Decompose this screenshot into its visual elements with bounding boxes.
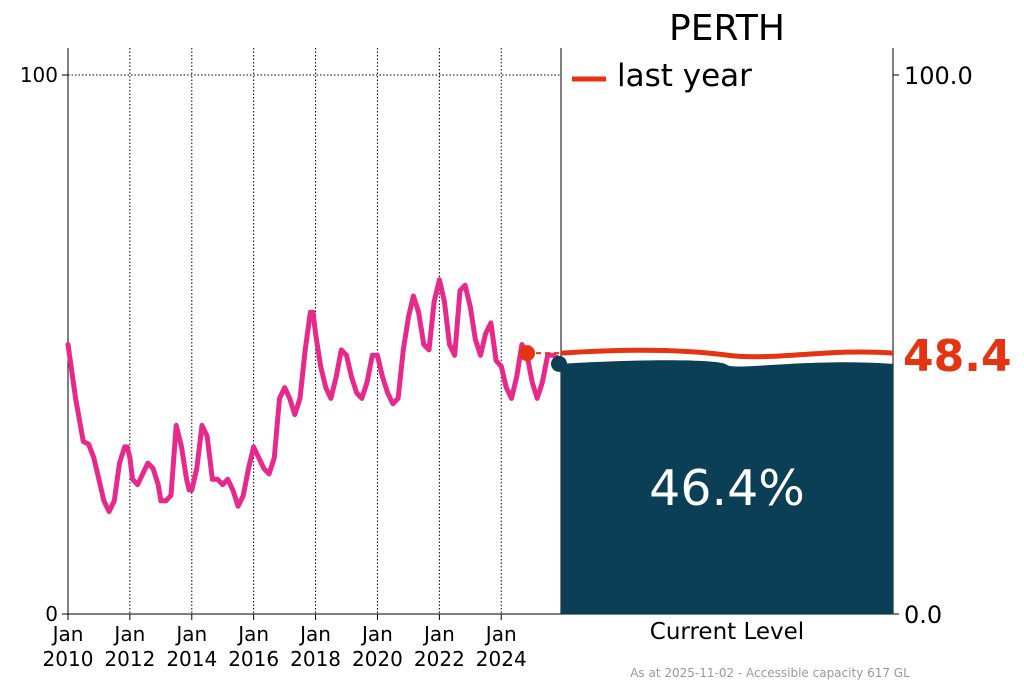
x-tick-label-year: 2012 <box>104 647 155 671</box>
current-level-panel <box>551 76 894 614</box>
current-value-label: 46.4% <box>649 460 805 517</box>
last-year-marker <box>519 345 536 362</box>
x-tick-label-year: 2018 <box>290 647 341 671</box>
x-tick-label-month: Jan <box>422 622 455 646</box>
last-year-value-label: 48.4 <box>903 331 1012 382</box>
x-tick-label-year: 2016 <box>228 647 279 671</box>
labels: PERTH last year Current Level 46.4% 48.4… <box>20 8 1012 680</box>
last-year-line <box>560 347 894 360</box>
x-tick-label-year: 2020 <box>352 647 403 671</box>
y-tick-label-left: 100 <box>20 63 58 87</box>
y-tick-label-right: 0.0 <box>904 601 942 629</box>
chart-title: PERTH <box>669 8 785 49</box>
current-level-fill <box>561 360 893 614</box>
x-tick-label-month: Jan <box>236 622 269 646</box>
footer-note: As at 2025-11-02 - Accessible capacity 6… <box>630 666 910 680</box>
x-tick-label-month: Jan <box>360 622 393 646</box>
legend-label: last year <box>617 58 752 94</box>
series <box>65 277 561 515</box>
x-tick-label-month: Jan <box>484 622 517 646</box>
x-tick-label-month: Jan <box>51 622 84 646</box>
x-tick-label-month: Jan <box>112 622 145 646</box>
y-tick-label-right: 100.0 <box>904 62 973 90</box>
x-tick-label-year: 2014 <box>166 647 217 671</box>
storage-series-line <box>65 277 561 515</box>
current-level-label: Current Level <box>650 619 804 645</box>
x-tick-label-month: Jan <box>174 622 207 646</box>
y-tick-label-left: 0 <box>45 602 58 626</box>
x-tick-label-year: 2022 <box>414 647 465 671</box>
current-level-marker <box>551 355 567 372</box>
x-tick-label-month: Jan <box>298 622 331 646</box>
x-tick-label-year: 2024 <box>476 647 527 671</box>
grid <box>67 48 561 614</box>
x-tick-label-year: 2010 <box>43 647 94 671</box>
